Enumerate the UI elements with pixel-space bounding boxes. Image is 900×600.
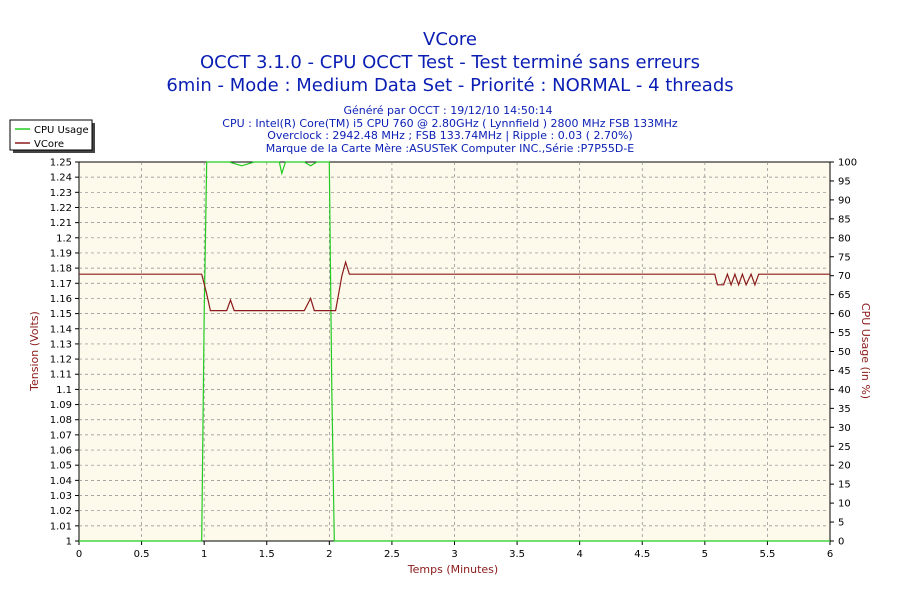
chart-title: VCore xyxy=(423,29,477,50)
y-left-tick-label: 1.03 xyxy=(50,491,72,502)
x-tick-label: 2.5 xyxy=(384,549,400,560)
x-tick-label: 1 xyxy=(201,549,207,560)
y-right-tick-label: 55 xyxy=(838,328,851,339)
info-motherboard: Marque de la Carte Mère :ASUSTeK Compute… xyxy=(266,142,635,155)
y-right-tick-label: 80 xyxy=(838,233,851,244)
y-right-tick-label: 30 xyxy=(838,423,851,434)
y-right-tick-label: 50 xyxy=(838,347,851,358)
y-right-tick-label: 60 xyxy=(838,309,851,320)
y-axis-left-label: Tension (Volts) xyxy=(28,311,41,392)
y-left-tick-label: 1.13 xyxy=(50,339,72,350)
y-left-tick-label: 1.18 xyxy=(50,264,72,275)
y-right-tick-label: 45 xyxy=(838,366,851,377)
y-left-tick-label: 1.2 xyxy=(56,233,72,244)
x-tick-label: 1.5 xyxy=(259,549,275,560)
y-right-tick-label: 20 xyxy=(838,461,851,472)
y-left-tick-label: 1.17 xyxy=(50,279,72,290)
x-axis-label: Temps (Minutes) xyxy=(407,563,498,576)
y-left-tick-label: 1.08 xyxy=(50,415,72,426)
y-left-tick-label: 1.19 xyxy=(50,248,72,259)
y-left-tick-label: 1.24 xyxy=(50,173,72,184)
y-left-tick-label: 1.05 xyxy=(50,461,72,472)
chart-subtitle-test: OCCT 3.1.0 - CPU OCCT Test - Test termin… xyxy=(200,52,700,73)
y-left-tick-label: 1.25 xyxy=(50,158,72,169)
y-right-tick-label: 10 xyxy=(838,499,851,510)
y-left-tick-label: 1.09 xyxy=(50,400,72,411)
y-right-tick-label: 75 xyxy=(838,252,851,263)
y-right-tick-label: 85 xyxy=(838,214,851,225)
legend: CPU Usage VCore xyxy=(9,119,95,153)
y-left-tick-label: 1.07 xyxy=(50,430,72,441)
y-left-tick-label: 1.12 xyxy=(50,355,72,366)
y-left-tick-label: 1.04 xyxy=(50,476,72,487)
x-tick-label: 6 xyxy=(827,549,833,560)
x-tick-label: 2 xyxy=(326,549,332,560)
y-axis-left-ticks: 1 1.01 1.02 1.03 1.04 1.05 1.06 1.07 1.08 1.09 1.1… xyxy=(50,158,79,548)
y-left-tick-label: 1.14 xyxy=(50,324,72,335)
info-overclock: Overclock : 2942.48 MHz ; FSB 133.74MHz … xyxy=(267,129,632,142)
y-left-tick-label: 1.02 xyxy=(50,506,72,517)
legend-label-cpu-usage: CPU Usage xyxy=(34,125,89,136)
grid-lines xyxy=(79,162,830,541)
legend-box xyxy=(9,119,93,151)
y-left-tick-label: 1.23 xyxy=(50,188,72,199)
y-left-tick-label: 1.22 xyxy=(50,203,72,214)
x-tick-label: 0 xyxy=(76,549,82,560)
y-right-tick-label: 100 xyxy=(838,158,857,169)
y-left-tick-label: 1.06 xyxy=(50,446,72,457)
info-cpu: CPU : Intel(R) Core(TM) i5 CPU 760 @ 2.8… xyxy=(222,117,678,130)
y-right-tick-label: 40 xyxy=(838,385,851,396)
series-layer xyxy=(79,161,830,542)
legend-label-vcore: VCore xyxy=(34,139,64,150)
x-tick-label: 4.5 xyxy=(634,549,650,560)
info-generated: Généré par OCCT : 19/12/10 14:50:14 xyxy=(343,104,552,117)
y-left-tick-label: 1.11 xyxy=(50,370,72,381)
y-right-tick-label: 35 xyxy=(838,404,851,415)
x-tick-label: 5 xyxy=(702,549,708,560)
y-right-tick-label: 15 xyxy=(838,480,851,491)
y-axis-right-label: CPU Usage (in %) xyxy=(859,303,872,399)
y-left-tick-label: 1.1 xyxy=(56,385,72,396)
x-tick-label: 3 xyxy=(451,549,457,560)
y-right-tick-label: 65 xyxy=(838,290,851,301)
y-left-tick-label: 1.21 xyxy=(50,218,72,229)
y-right-tick-label: 25 xyxy=(838,442,851,453)
y-left-tick-label: 1.16 xyxy=(50,294,72,305)
y-right-tick-label: 0 xyxy=(838,537,844,548)
series-line-vcore xyxy=(79,259,830,312)
x-tick-label: 4 xyxy=(576,549,582,560)
y-right-tick-label: 95 xyxy=(838,176,851,187)
y-left-tick-label: 1.15 xyxy=(50,309,72,320)
y-right-tick-label: 90 xyxy=(838,195,851,206)
x-tick-label: 5.5 xyxy=(759,549,775,560)
x-axis-ticks: 0 0.5 1 1.5 2 2.5 3 3.5 4 4.5 5 5.5 6 xyxy=(76,541,833,560)
x-tick-label: 0.5 xyxy=(134,549,150,560)
y-left-tick-label: 1.01 xyxy=(50,521,72,532)
y-left-tick-label: 1 xyxy=(66,537,72,548)
y-right-tick-label: 70 xyxy=(838,271,851,282)
y-right-tick-label: 5 xyxy=(838,518,844,529)
series-line-cpu-usage xyxy=(79,161,830,542)
x-tick-label: 3.5 xyxy=(509,549,525,560)
y-axis-right-ticks: 0 5 10 15 20 25 30 35 40 45 50 55 60 65 70 75 80 85 90 95 10… xyxy=(830,158,857,548)
chart-subtitle-mode: 6min - Mode : Medium Data Set - Priorité… xyxy=(166,75,733,96)
